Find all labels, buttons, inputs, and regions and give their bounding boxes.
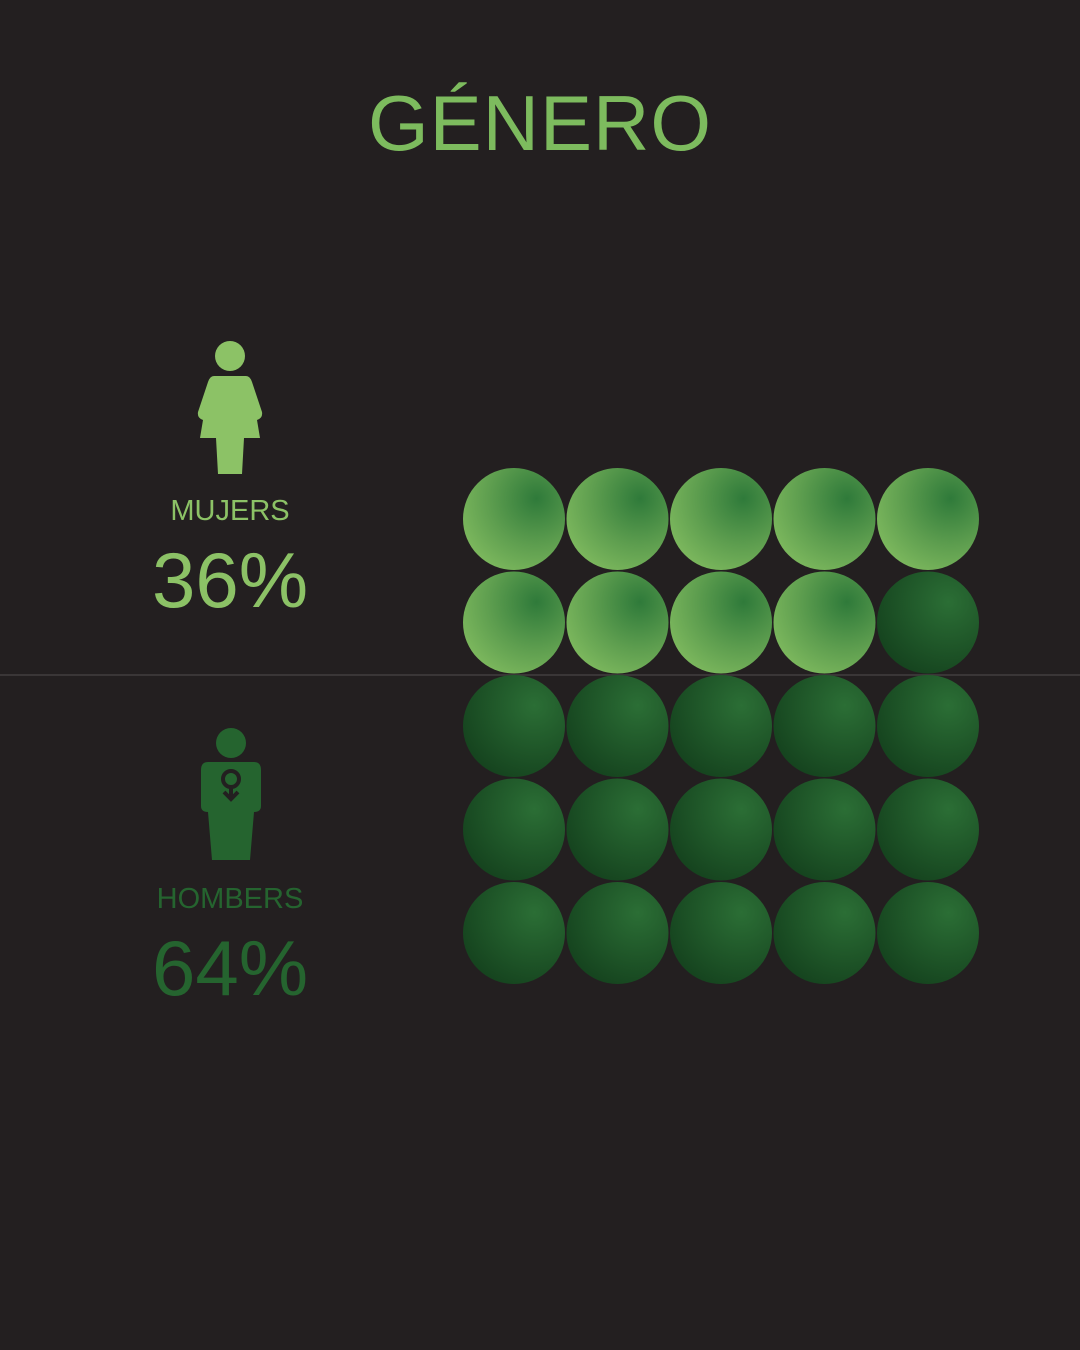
woman-icon: [197, 341, 263, 474]
waffle-unit-women: [773, 468, 876, 570]
waffle-unit-women: [566, 468, 669, 570]
waffle-unit-men: [463, 778, 565, 881]
waffle-unit-men: [877, 571, 979, 674]
men-percent: 64%: [151, 924, 309, 1012]
waffle-unit-women: [877, 468, 979, 570]
waffle-unit-men: [670, 778, 772, 881]
waffle-unit-women: [670, 468, 772, 570]
waffle-unit-men: [877, 675, 979, 777]
waffle-unit-women: [566, 571, 669, 674]
waffle-unit-men: [566, 778, 669, 881]
waffle-unit-women: [463, 571, 565, 674]
waffle-unit-men: [670, 675, 772, 777]
waffle-unit-men: [773, 778, 876, 881]
divider: [0, 674, 1080, 676]
waffle-unit-men: [773, 882, 876, 984]
waffle-unit-men: [877, 882, 979, 984]
waffle-unit-men: [773, 675, 876, 777]
waffle-unit-women: [463, 468, 565, 570]
waffle-unit-men: [463, 675, 565, 777]
men-label: HOMBERS: [156, 883, 304, 915]
women-percent: 36%: [151, 536, 309, 624]
waffle-unit-men: [670, 882, 772, 984]
man-icon: [201, 728, 261, 860]
waffle-unit-men: [877, 778, 979, 881]
waffle-unit-women: [670, 571, 772, 674]
waffle-unit-men: [463, 882, 565, 984]
waffle-unit-women: [773, 571, 876, 674]
waffle-unit-men: [566, 882, 669, 984]
women-label: MUJERS: [170, 495, 290, 527]
waffle-unit-men: [566, 675, 669, 777]
page-title: GÉNERO: [367, 79, 713, 167]
